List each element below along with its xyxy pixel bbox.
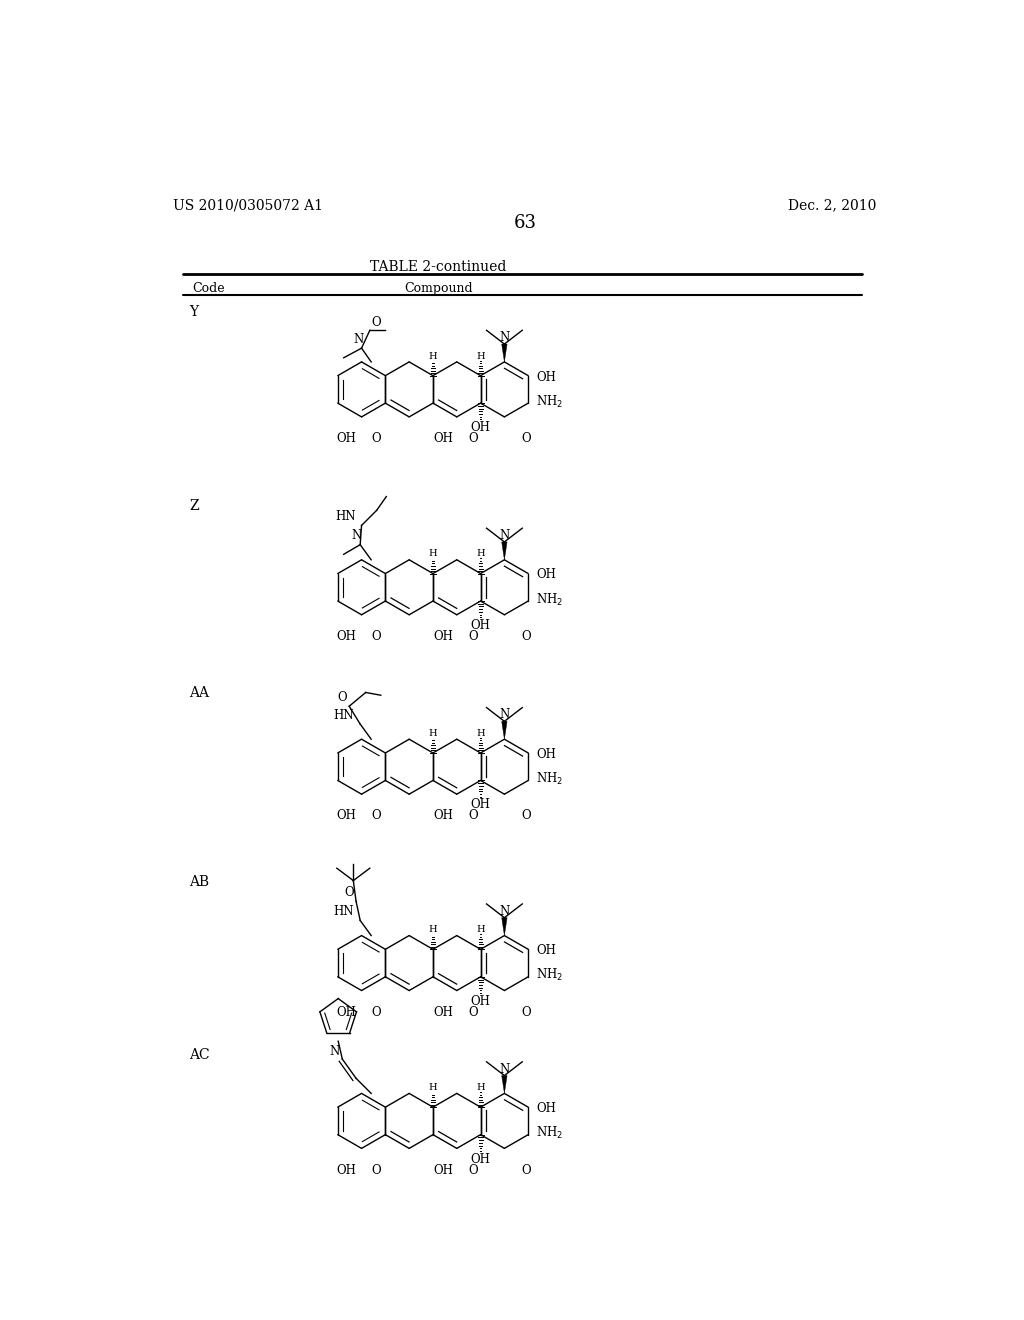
Text: O: O (372, 809, 382, 822)
Polygon shape (502, 1076, 507, 1093)
Text: OH: OH (471, 619, 490, 632)
Text: OH: OH (337, 1006, 356, 1019)
Text: HN: HN (334, 906, 354, 919)
Text: NH$_2$: NH$_2$ (536, 393, 563, 409)
Text: O: O (372, 1163, 382, 1176)
Text: O: O (372, 315, 381, 329)
Text: Compound: Compound (404, 281, 473, 294)
Text: Code: Code (193, 281, 225, 294)
Text: OH: OH (536, 1102, 556, 1115)
Text: HN: HN (335, 510, 355, 523)
Text: O: O (372, 630, 382, 643)
Text: OH: OH (471, 995, 490, 1007)
Text: N: N (500, 709, 510, 721)
Text: OH: OH (471, 421, 490, 434)
Text: N: N (500, 904, 510, 917)
Text: US 2010/0305072 A1: US 2010/0305072 A1 (173, 198, 323, 213)
Text: NH$_2$: NH$_2$ (536, 1125, 563, 1142)
Text: OH: OH (433, 432, 453, 445)
Polygon shape (502, 543, 507, 560)
Text: OH: OH (536, 371, 556, 384)
Text: NH$_2$: NH$_2$ (536, 591, 563, 607)
Text: O: O (468, 1006, 478, 1019)
Text: O: O (521, 809, 531, 822)
Text: H: H (476, 729, 485, 738)
Text: NH$_2$: NH$_2$ (536, 968, 563, 983)
Text: H: H (429, 351, 437, 360)
Text: H: H (429, 1082, 437, 1092)
Text: OH: OH (471, 1152, 490, 1166)
Text: H: H (429, 925, 437, 935)
Text: H: H (429, 729, 437, 738)
Text: O: O (344, 886, 353, 899)
Text: OH: OH (433, 809, 453, 822)
Text: O: O (468, 809, 478, 822)
Text: OH: OH (337, 809, 356, 822)
Text: AC: AC (189, 1048, 210, 1061)
Text: Z: Z (189, 499, 199, 512)
Text: Dec. 2, 2010: Dec. 2, 2010 (788, 198, 877, 213)
Text: O: O (372, 1006, 382, 1019)
Text: H: H (476, 351, 485, 360)
Text: OH: OH (536, 748, 556, 760)
Text: O: O (468, 432, 478, 445)
Polygon shape (502, 345, 507, 362)
Text: N: N (500, 1063, 510, 1076)
Text: OH: OH (337, 432, 356, 445)
Text: N: N (500, 331, 510, 345)
Text: OH: OH (433, 1163, 453, 1176)
Text: O: O (337, 690, 347, 704)
Text: O: O (468, 1163, 478, 1176)
Text: O: O (468, 630, 478, 643)
Text: O: O (521, 1006, 531, 1019)
Text: N: N (351, 529, 361, 543)
Text: H: H (476, 925, 485, 935)
Text: AA: AA (189, 686, 209, 700)
Text: OH: OH (536, 944, 556, 957)
Text: OH: OH (471, 799, 490, 812)
Text: O: O (521, 432, 531, 445)
Text: H: H (476, 549, 485, 558)
Text: N: N (329, 1044, 339, 1057)
Text: AB: AB (189, 875, 209, 888)
Text: O: O (521, 630, 531, 643)
Text: H: H (429, 549, 437, 558)
Polygon shape (502, 917, 507, 936)
Text: OH: OH (337, 630, 356, 643)
Text: OH: OH (536, 569, 556, 581)
Text: N: N (500, 529, 510, 543)
Polygon shape (502, 721, 507, 739)
Text: N: N (353, 333, 364, 346)
Text: HN: HN (334, 709, 354, 722)
Text: O: O (372, 432, 382, 445)
Text: OH: OH (433, 630, 453, 643)
Text: OH: OH (433, 1006, 453, 1019)
Text: OH: OH (337, 1163, 356, 1176)
Text: O: O (521, 1163, 531, 1176)
Text: Y: Y (189, 305, 199, 318)
Text: 63: 63 (513, 214, 537, 232)
Text: TABLE 2-continued: TABLE 2-continued (371, 260, 507, 275)
Text: NH$_2$: NH$_2$ (536, 771, 563, 787)
Text: H: H (476, 1082, 485, 1092)
